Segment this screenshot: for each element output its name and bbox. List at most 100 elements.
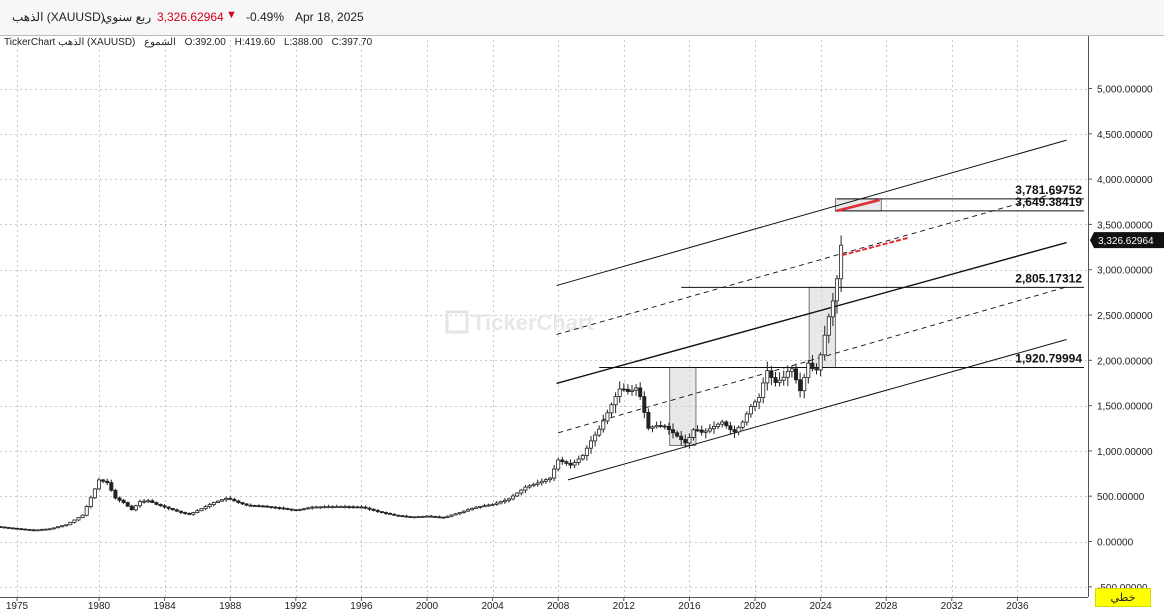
- chart-style-button[interactable]: خطي: [1095, 588, 1151, 607]
- top-bar: الذهب (XAUUSD) ربع سنوي 3,326.62964 ▼ -0…: [0, 0, 1164, 36]
- candle-body: [634, 387, 639, 391]
- candle-body: [289, 508, 294, 511]
- candle-body: [687, 437, 692, 444]
- candle-body: [14, 527, 19, 530]
- candle-body: [486, 504, 491, 507]
- candle-body: [691, 429, 696, 438]
- candle-body: [178, 510, 183, 513]
- candle-body: [531, 483, 536, 487]
- candle-body: [0, 526, 3, 528]
- channel-upper-dashed-line: [556, 189, 1067, 335]
- candles-group: [0, 235, 844, 532]
- candle-body: [482, 505, 487, 508]
- price-level-label: 1,920.79994: [1015, 351, 1082, 365]
- candle-body: [10, 527, 15, 530]
- candle-body: [392, 513, 397, 516]
- candle-body: [666, 426, 671, 431]
- chart-source: TickerChart الذهب (XAUUSD): [4, 37, 136, 48]
- candle-body: [703, 430, 708, 433]
- candle-body: [658, 425, 663, 427]
- chart-kind: الشموع: [144, 37, 176, 48]
- candle-body: [101, 479, 106, 482]
- candle-body: [35, 529, 40, 532]
- candle-body: [2, 526, 7, 529]
- candle-body: [835, 278, 840, 302]
- y-tick-label: 1,500.00000: [1097, 402, 1153, 413]
- candle-body: [679, 435, 684, 440]
- period-label[interactable]: ربع سنوي: [103, 10, 152, 24]
- candle-body: [166, 506, 171, 509]
- candle-body: [260, 505, 265, 508]
- candle-body: [326, 506, 331, 509]
- candle-body: [584, 447, 589, 456]
- candle-body: [543, 479, 548, 482]
- candle-body: [92, 488, 97, 499]
- candle-body: [597, 428, 602, 436]
- last-price-tag-arrow: [1090, 232, 1094, 249]
- x-tick-label: 1996: [350, 601, 373, 612]
- candle-body: [572, 462, 577, 466]
- candle-body: [330, 506, 335, 509]
- candle-body: [105, 480, 110, 484]
- candle-body: [445, 515, 450, 518]
- candle-body: [72, 519, 77, 523]
- candle-body: [379, 511, 384, 514]
- x-tick-label: 1988: [219, 601, 242, 612]
- candle-body: [621, 388, 626, 391]
- candle-body: [187, 513, 192, 515]
- last-price: 3,326.62964: [157, 10, 224, 24]
- candle-body: [183, 512, 188, 514]
- open-value: O:392.00: [184, 37, 226, 48]
- candle-body: [137, 501, 142, 507]
- candle-body: [146, 500, 151, 503]
- candle-body: [498, 501, 503, 504]
- channel-lower-line: [567, 338, 1067, 481]
- candle-body: [777, 379, 782, 383]
- candle-body: [322, 506, 327, 509]
- candle-body: [478, 505, 483, 508]
- y-tick-label: 2,500.00000: [1097, 311, 1153, 322]
- candle-body: [707, 428, 712, 432]
- candle-body: [802, 377, 807, 392]
- x-tick-label: 1984: [153, 601, 176, 612]
- candle-body: [232, 498, 237, 502]
- candle-body: [441, 516, 446, 519]
- symbol-name[interactable]: الذهب (XAUUSD): [12, 10, 105, 24]
- candle-body: [359, 506, 364, 509]
- candle-body: [211, 502, 216, 505]
- grid-lines: [0, 40, 1088, 597]
- candle-body: [6, 527, 11, 529]
- y-tick-label: 2,000.00000: [1097, 356, 1153, 367]
- change-percent: -0.49%: [246, 10, 285, 24]
- watermark-logo-icon: [445, 310, 469, 334]
- candle-body: [720, 421, 725, 425]
- y-tick-label: 500.00000: [1097, 492, 1145, 503]
- candle-body: [564, 461, 569, 464]
- candle-body: [769, 370, 774, 378]
- candle-body: [113, 489, 118, 499]
- candle-body: [806, 362, 811, 378]
- candle-body: [158, 503, 163, 507]
- candle-body: [154, 502, 159, 505]
- candle-body: [400, 515, 405, 518]
- candle-body: [60, 525, 65, 528]
- candle-body: [527, 485, 532, 488]
- candle-body: [457, 512, 462, 515]
- candle-body: [375, 510, 380, 513]
- candle-body: [191, 512, 196, 515]
- last-price-tag-label: 3,326.62964: [1098, 236, 1154, 247]
- candle-body: [789, 368, 794, 372]
- candle-body: [638, 387, 643, 397]
- candle-body: [605, 412, 610, 422]
- candle-body: [297, 509, 302, 511]
- candle-body: [117, 497, 122, 501]
- candle-body: [293, 509, 298, 512]
- candle-body: [273, 506, 278, 509]
- watermark-text: TickerChart: [472, 310, 595, 335]
- candle-body: [388, 513, 393, 515]
- candle-body: [76, 517, 81, 521]
- candle-body: [162, 505, 167, 508]
- candle-body: [630, 389, 635, 392]
- candle-body: [662, 425, 667, 428]
